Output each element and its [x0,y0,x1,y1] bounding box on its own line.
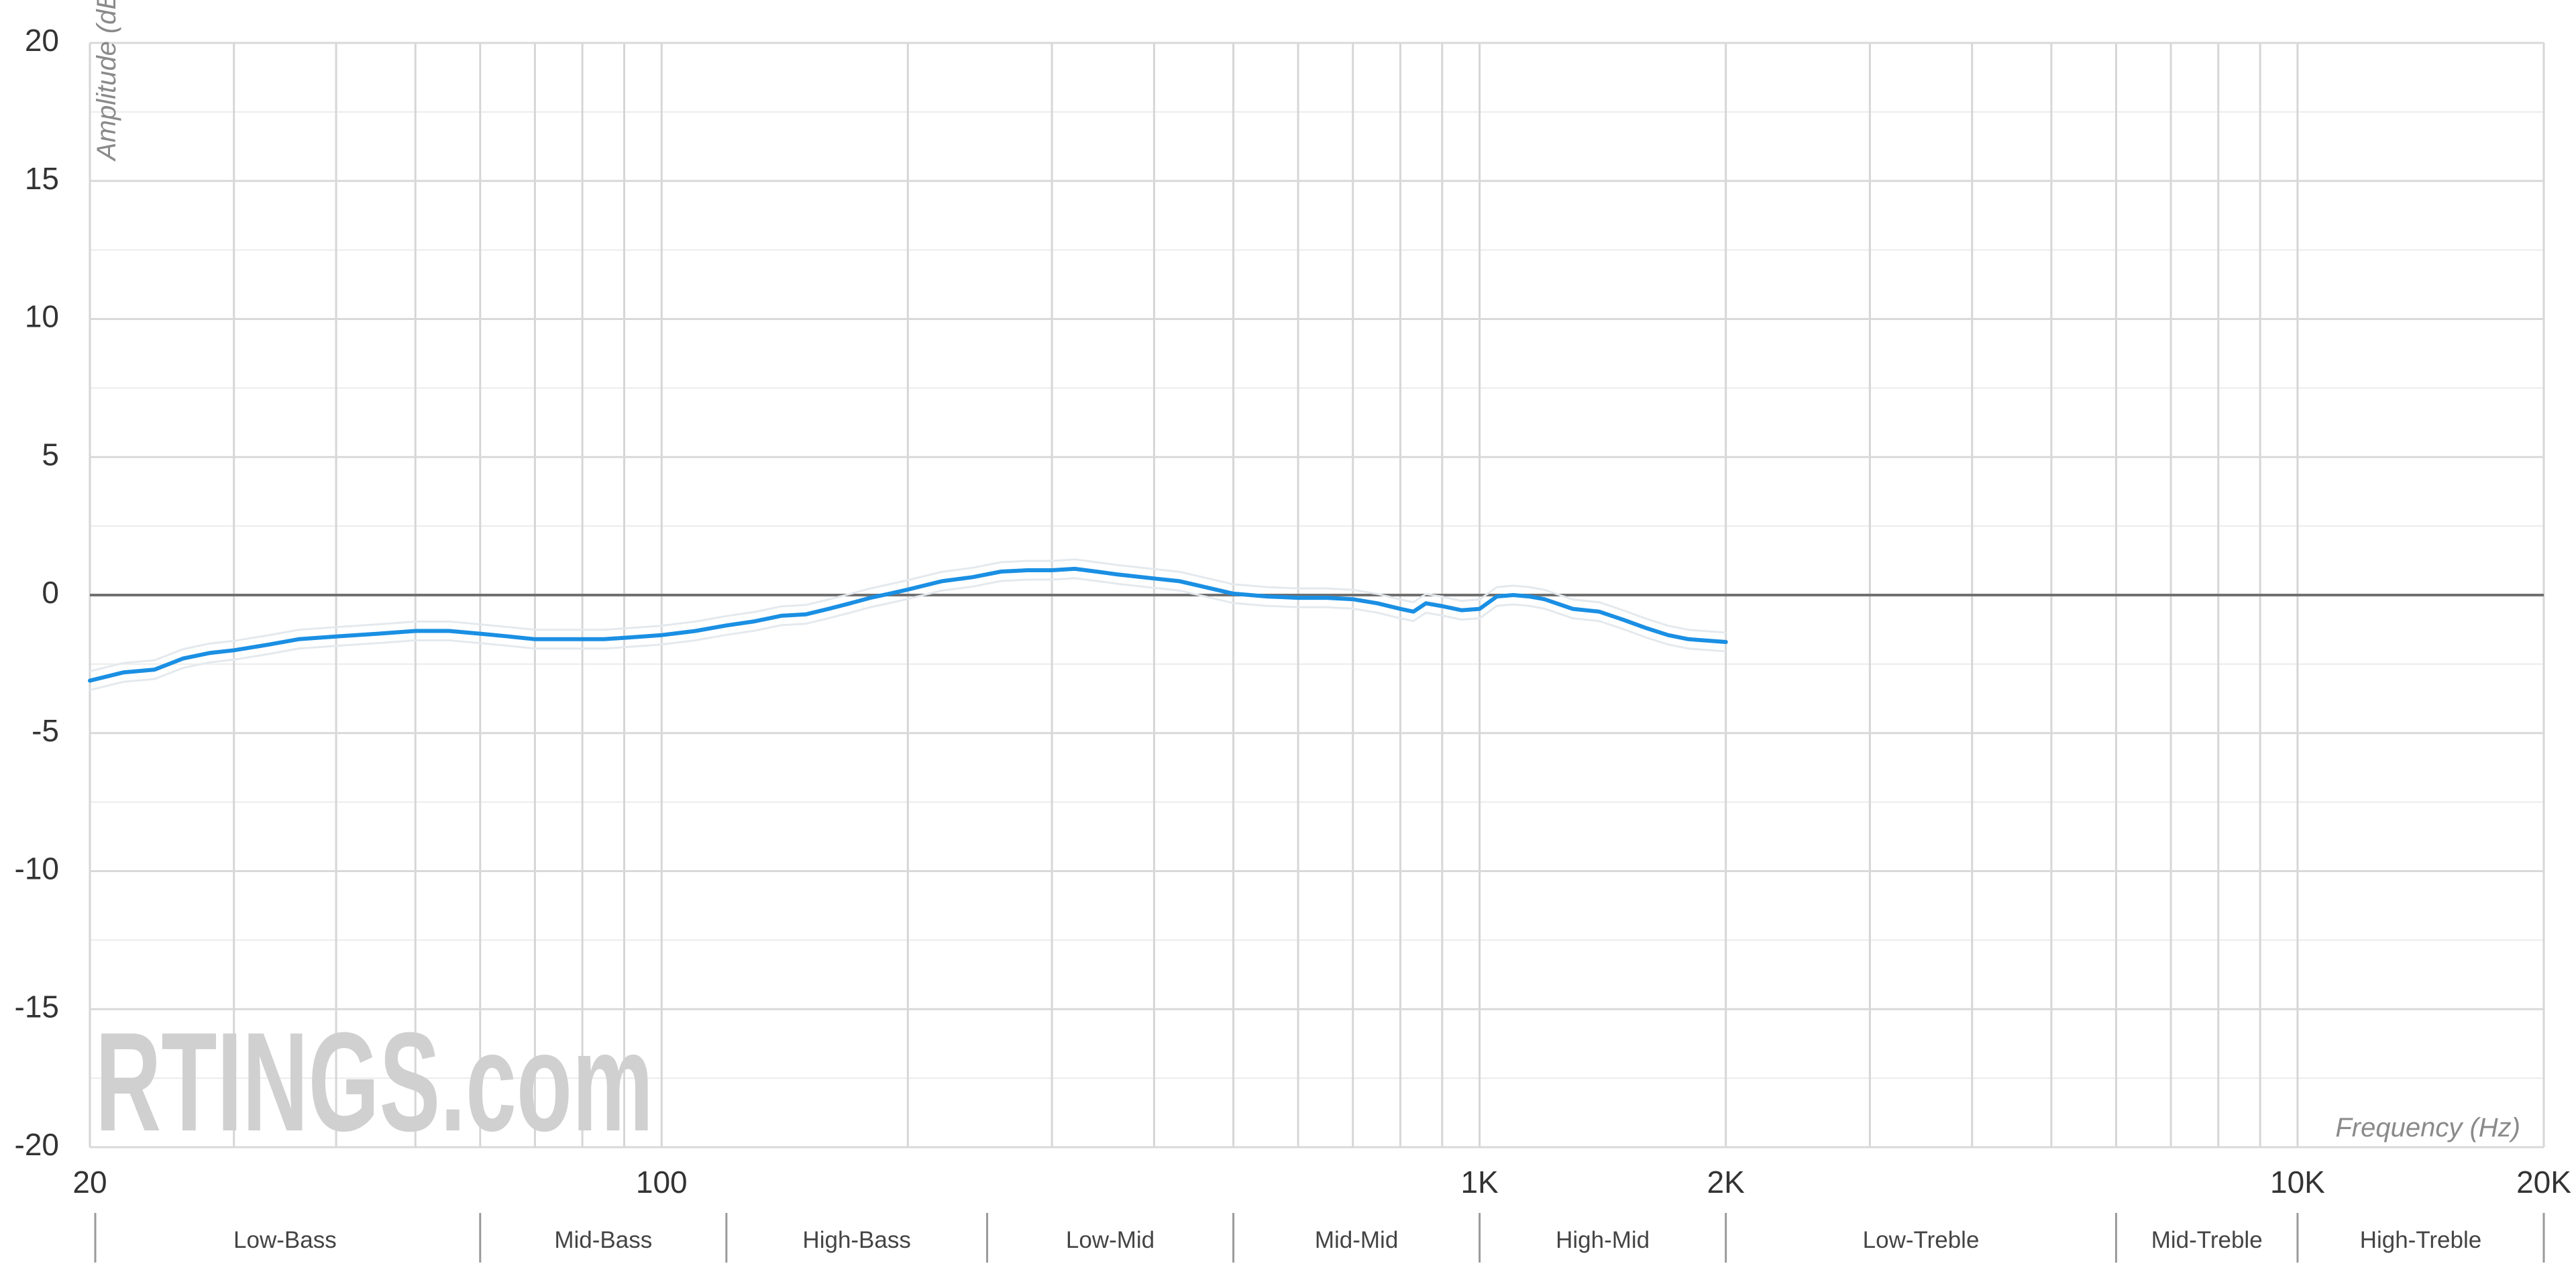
y-tick-label: 15 [25,161,59,196]
y-tick-label: -5 [32,713,59,748]
band-label: Mid-Mid [1315,1227,1398,1253]
band-label: Low-Mid [1066,1227,1155,1253]
y-axis-tick-labels: 20 15 10 5 0 -5 -10 -15 -20 [15,23,59,1162]
frequency-band-labels: Low-Bass Mid-Bass High-Bass Low-Mid Mid-Mid H… [94,1213,2545,1263]
x-tick-label: 10K [2270,1165,2325,1200]
rtings-watermark: RTINGS.com [95,1003,653,1161]
band-label: Low-Bass [233,1227,337,1253]
y-tick-label: -15 [15,989,59,1024]
y-tick-label: 20 [25,23,59,58]
y-tick-label: 5 [42,437,59,472]
watermark-text: RTINGS.com [95,1003,653,1161]
x-axis-tick-labels: 20 100 1K 2K 10K 20K [72,1165,2571,1200]
band-label: Mid-Treble [2151,1227,2263,1253]
x-tick-label: 20 [72,1165,107,1200]
band-label: High-Mid [1556,1227,1650,1253]
series-shadow-lower [89,577,1726,692]
x-tick-label: 1K [1460,1165,1499,1200]
x-tick-label: 2K [1707,1165,1746,1200]
band-label: Low-Treble [1863,1227,1980,1253]
series-shadow-upper [89,558,1726,673]
band-label: High-Bass [802,1227,910,1253]
y-tick-label: -20 [15,1127,59,1162]
series-layer [88,558,1728,692]
y-tick-label: -10 [15,851,59,886]
x-tick-label: 100 [636,1165,688,1200]
x-tick-label: 20K [2516,1165,2571,1200]
horizontal-minor-gridlines [90,111,2544,1079]
x-axis-title: Frequency (Hz) [2335,1113,2520,1142]
y-tick-label: 0 [42,575,59,610]
y-axis-title: Amplitude (dBr) [92,0,121,162]
band-label: Mid-Bass [554,1227,652,1253]
band-label: High-Treble [2360,1227,2482,1253]
series-line [88,566,1728,683]
y-tick-label: 10 [25,299,59,334]
